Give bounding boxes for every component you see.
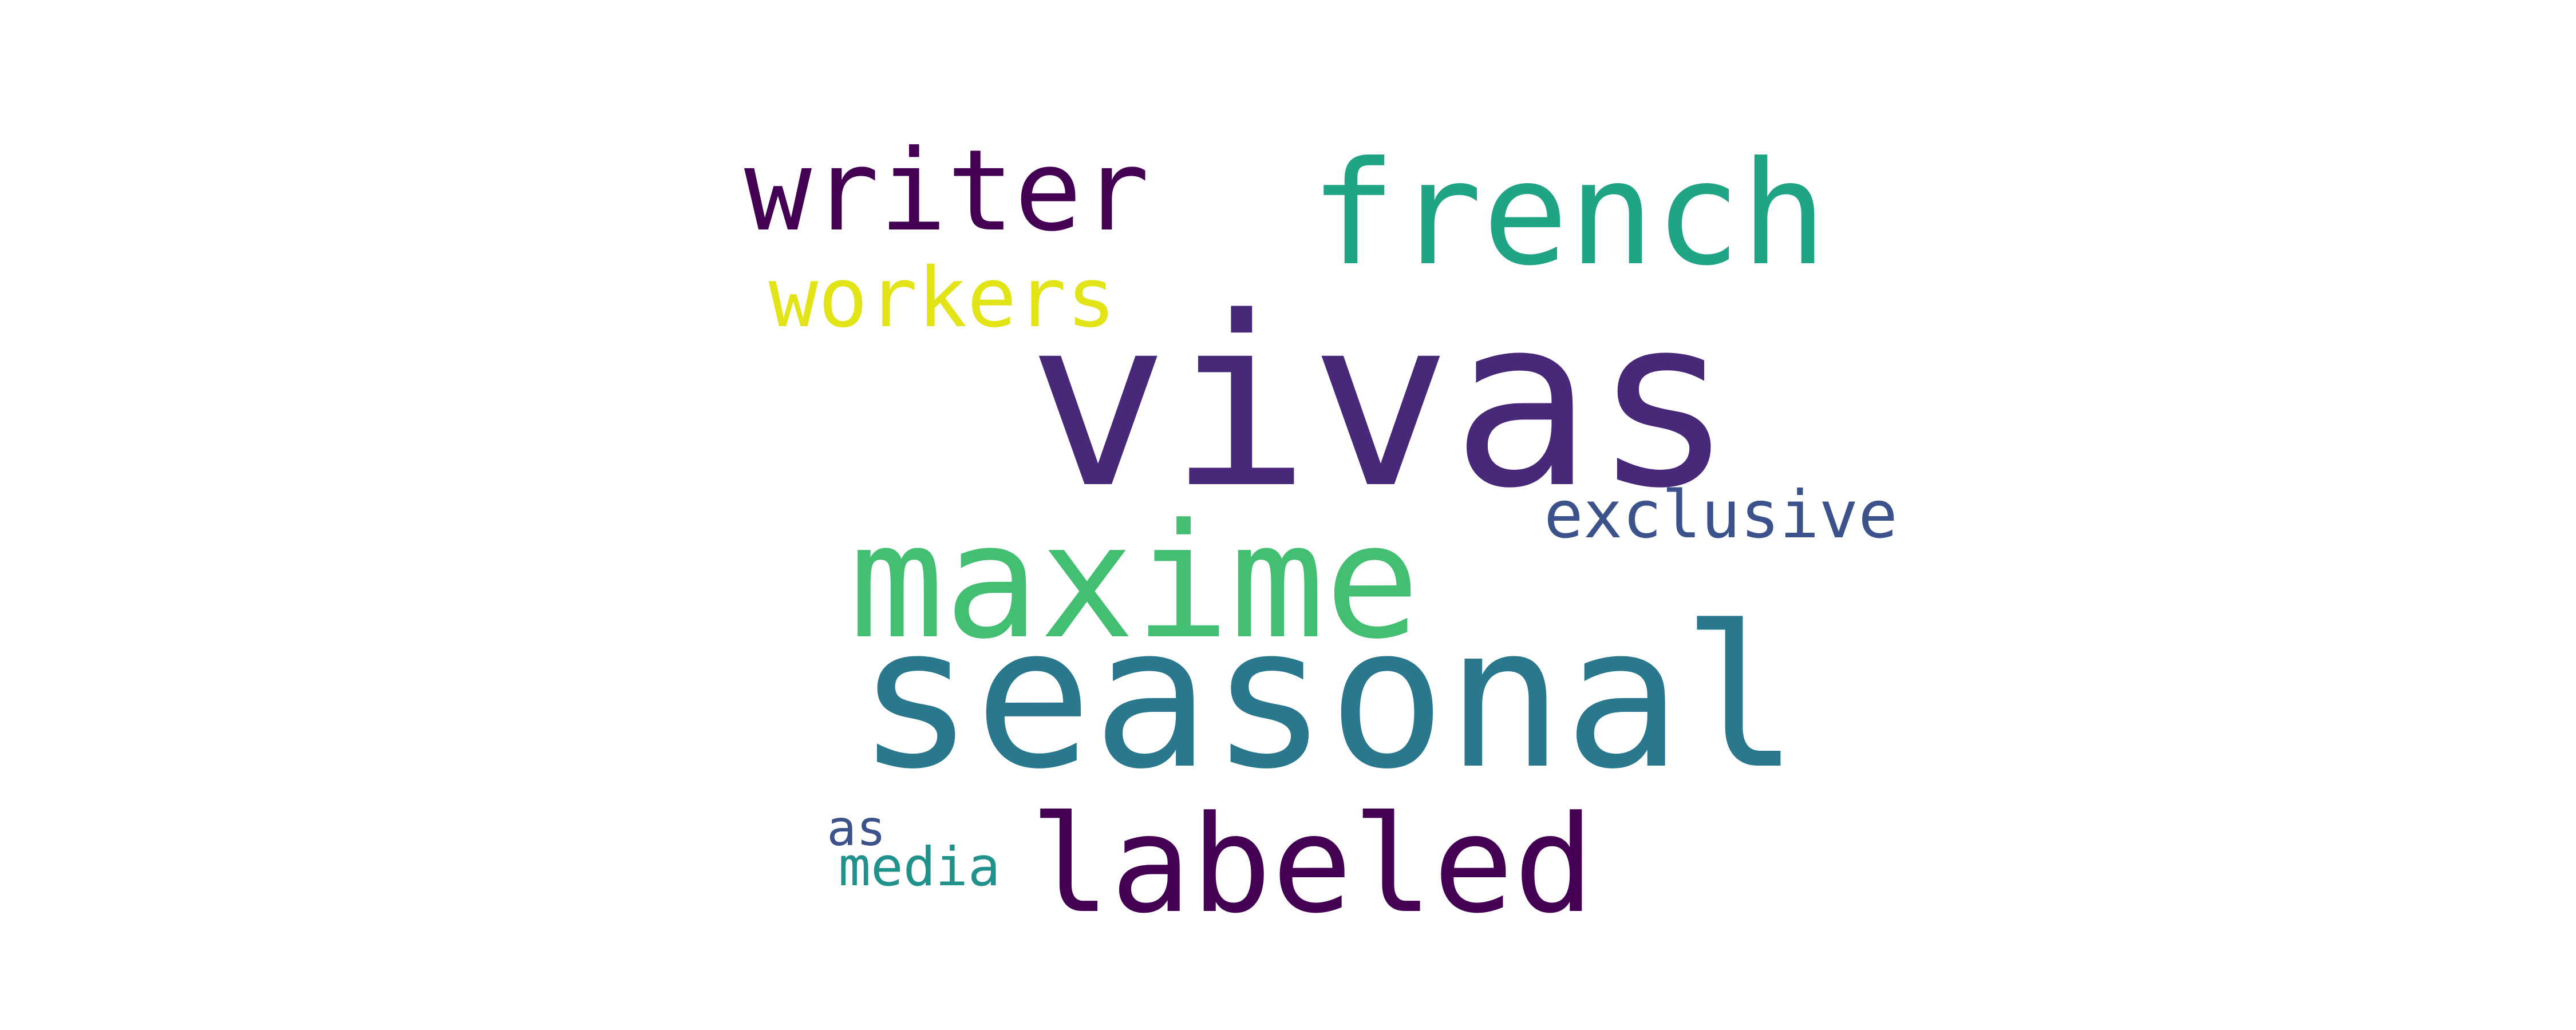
word-labeled: labeled xyxy=(1029,787,1595,943)
word-french: french xyxy=(1310,130,1827,297)
word-maxime: maxime xyxy=(849,490,1420,674)
word-workers: workers xyxy=(768,249,1116,346)
word-media: media xyxy=(838,836,1001,898)
word-as: as xyxy=(827,800,886,857)
word-seasonal: seasonal xyxy=(856,584,1800,812)
word-vivas: vivas xyxy=(1027,266,1735,540)
word-exclusive: exclusive xyxy=(1544,477,1898,553)
word-writer: writer xyxy=(744,126,1150,256)
